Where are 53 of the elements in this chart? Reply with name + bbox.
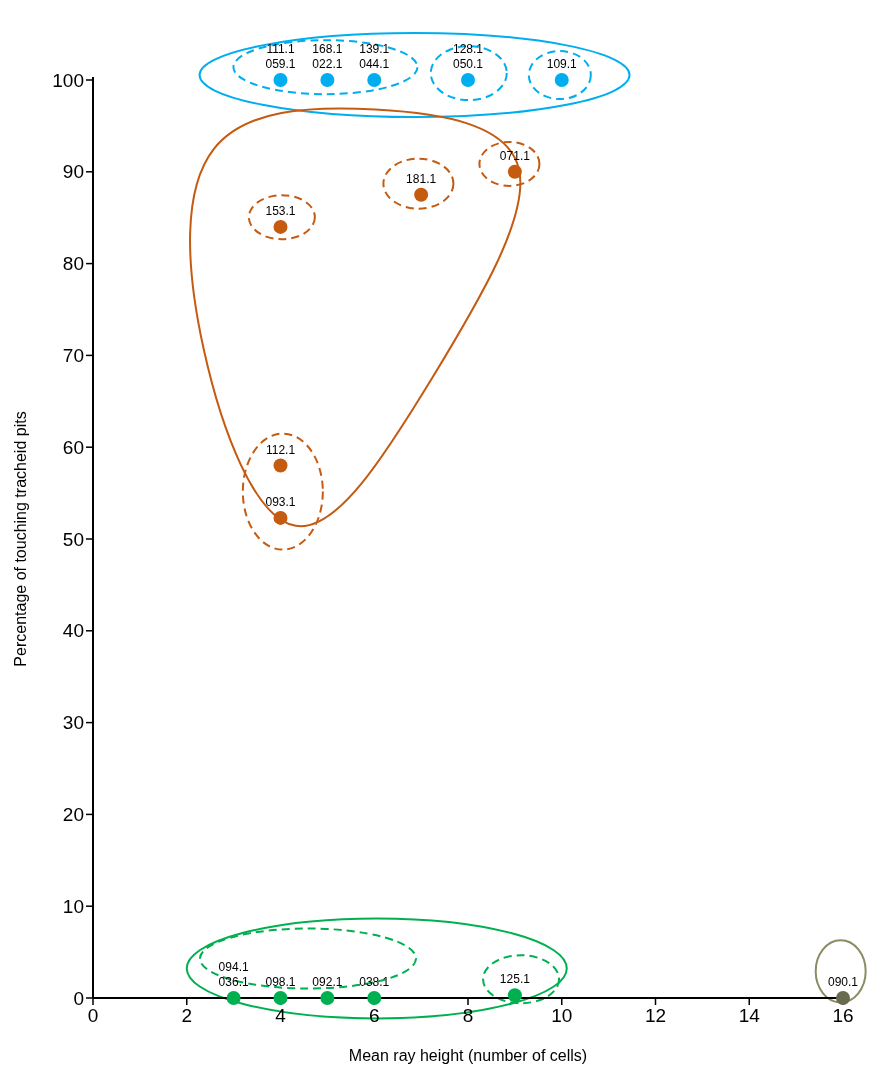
y-axis-title: Percentage of touching tracheid pits <box>12 411 29 667</box>
point <box>320 991 335 1005</box>
x-tick-label: 12 <box>644 1005 667 1026</box>
x-tick-label: 10 <box>551 1005 573 1026</box>
point <box>554 73 569 87</box>
annotation: 090.1 <box>827 975 859 989</box>
y-tick-label: 60 <box>62 436 84 458</box>
point <box>273 991 288 1005</box>
y-tick-label: 0 <box>73 987 84 1009</box>
annotation: 109.1 <box>546 57 578 71</box>
x-tick-label: 0 <box>87 1005 99 1026</box>
annotation: 098.1 <box>265 975 296 989</box>
point <box>273 458 288 473</box>
y-tick-label: 70 <box>62 344 84 366</box>
point <box>507 164 522 179</box>
annotation: 153.1 <box>265 203 296 218</box>
x-axis-title: Mean ray height (number of cells) <box>348 1047 588 1064</box>
point <box>273 219 288 234</box>
y-tick-label: 50 <box>62 528 84 550</box>
y-tick-label: 40 <box>62 620 84 642</box>
y-tick-label: 90 <box>62 161 84 183</box>
y-tick-label: 100 <box>52 69 84 91</box>
point <box>273 73 288 87</box>
y-tick-label: 30 <box>62 712 84 734</box>
annotation: 050.1 <box>452 57 484 71</box>
point <box>367 73 382 87</box>
annotation: 111.1 <box>266 42 295 56</box>
point <box>320 73 335 87</box>
x-tick-label: 16 <box>832 1005 854 1026</box>
annotation: 128.1 <box>452 42 484 56</box>
annotation: 093.1 <box>265 494 296 509</box>
y-tick-label: 80 <box>62 253 84 275</box>
point <box>507 988 522 1003</box>
annotation: 036.1 <box>218 975 249 989</box>
point <box>461 73 475 87</box>
y-tick-label: 10 <box>62 895 84 917</box>
annotation: 168.1 <box>312 42 343 56</box>
point <box>367 991 382 1005</box>
y-tick-label: 20 <box>62 803 84 825</box>
point <box>226 991 241 1005</box>
annotation: 044.1 <box>359 57 390 71</box>
annotation: 112.1 <box>265 442 296 457</box>
x-tick-label: 2 <box>181 1005 193 1026</box>
annotation: 059.1 <box>265 57 296 71</box>
point <box>273 510 288 525</box>
point <box>414 187 429 202</box>
annotation: 022.1 <box>312 57 343 71</box>
annotation: 125.1 <box>499 972 531 987</box>
annotation: 139.1 <box>359 42 390 56</box>
annotation: 092.1 <box>312 975 343 989</box>
x-tick-label: 14 <box>738 1005 761 1026</box>
annotation: 094.1 <box>218 960 249 974</box>
annotation: 181.1 <box>406 171 437 186</box>
